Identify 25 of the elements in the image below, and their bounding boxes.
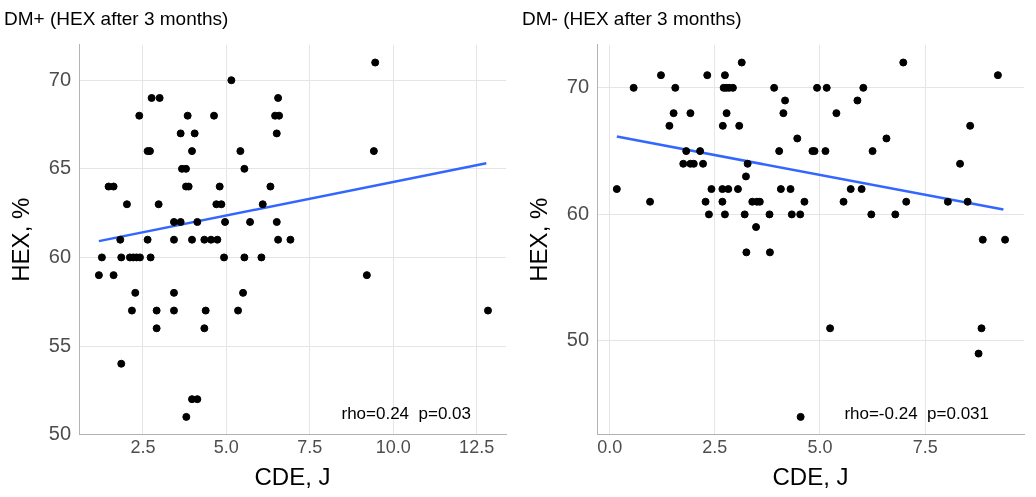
annotation: rho=-0.24 p=0.031	[844, 403, 989, 423]
y-tick-label: 60	[566, 201, 590, 224]
y-tick-label: 55	[48, 333, 72, 356]
chart-title: DM- (HEX after 3 months)	[522, 7, 742, 29]
y-tick-label: 65	[48, 156, 72, 179]
y-tick-label: 50	[566, 328, 590, 351]
y-tick-label: 60	[48, 244, 72, 267]
y-axis-title: HEX, %	[7, 197, 35, 282]
x-axis-title: CDE, J	[254, 463, 331, 491]
chart-title: DM+ (HEX after 3 months)	[4, 7, 229, 29]
x-axis-title: CDE, J	[772, 463, 849, 491]
x-tick-label: 12.5	[459, 437, 495, 458]
y-tick-label: 70	[48, 67, 72, 90]
x-tick-label: 10.0	[375, 437, 411, 458]
x-tick-label: 5.0	[213, 437, 239, 458]
y-axis-title: HEX, %	[525, 197, 553, 282]
y-tick-label: 50	[48, 422, 72, 445]
y-tick-label: 70	[566, 75, 590, 98]
x-tick-label: 0.0	[597, 437, 623, 458]
x-tick-label: 7.5	[912, 437, 938, 458]
annotation: rho=0.24 p=0.03	[341, 403, 471, 423]
x-tick-label: 2.5	[130, 437, 156, 458]
x-tick-label: 7.5	[297, 437, 323, 458]
x-tick-label: 5.0	[807, 437, 833, 458]
x-tick-label: 2.5	[702, 437, 728, 458]
